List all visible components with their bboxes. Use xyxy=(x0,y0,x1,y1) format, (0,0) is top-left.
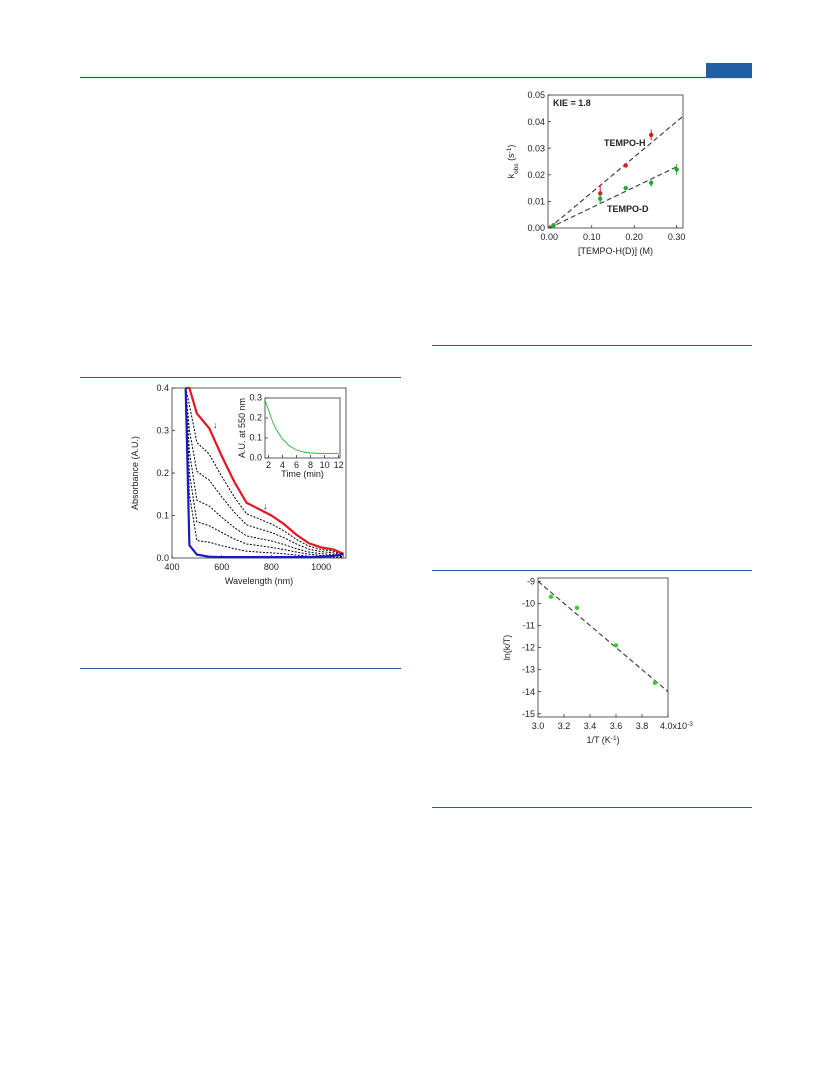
label-part: (s xyxy=(506,153,516,163)
y-tick-label: 0.3 xyxy=(156,426,169,436)
label-part: 1/T (K xyxy=(586,735,610,745)
series-label: TEMPO-D xyxy=(607,204,649,214)
x-tick-label: 3.8 xyxy=(636,721,649,731)
x-tick-label: 12 xyxy=(334,460,344,470)
x-tick-label: 600 xyxy=(214,562,229,572)
y-axis-label: A.U. at 550 nm xyxy=(237,398,247,458)
y-tick-label: 0.05 xyxy=(527,90,545,100)
data-point xyxy=(548,594,554,599)
y-tick-label: 0.04 xyxy=(527,117,545,127)
spectrum-line xyxy=(185,387,344,557)
data-point xyxy=(613,643,619,648)
x-tick-label: 0.30 xyxy=(668,232,686,242)
y-axis-label: kobs (s-1) xyxy=(506,145,520,179)
label-part: -1 xyxy=(611,735,617,742)
data-point xyxy=(648,180,654,185)
y-tick-label: 0.01 xyxy=(527,197,545,207)
fit-line xyxy=(548,115,684,229)
label-part: -1 xyxy=(506,147,513,153)
data-point xyxy=(648,132,654,138)
data-point xyxy=(598,196,603,201)
x-tick-label: 10 xyxy=(320,460,330,470)
x-tick-label: 0.00 xyxy=(541,232,559,242)
x-tick-label: 8 xyxy=(308,460,313,470)
x-axis-label: Time (min) xyxy=(281,469,324,479)
label-part: obs xyxy=(513,163,520,174)
plot-frame xyxy=(264,397,341,459)
y-tick-label: -14 xyxy=(522,687,535,697)
x-tick-label: 1000 xyxy=(311,562,331,572)
label-part: ) xyxy=(617,735,620,745)
y-tick-label: 0.0 xyxy=(156,553,169,563)
series-label: TEMPO-H xyxy=(604,138,646,148)
data-point xyxy=(623,185,628,191)
y-tick-label: 0.00 xyxy=(527,223,545,233)
x-tick-exponent: -3 xyxy=(687,721,693,728)
header-tab xyxy=(706,63,752,77)
data-point xyxy=(674,167,679,172)
fit-line xyxy=(549,166,677,229)
annotation: KIE = 1.8 xyxy=(553,98,591,108)
x-axis-label: 1/T (K-1) xyxy=(586,735,619,746)
spectrum-line xyxy=(185,387,344,558)
x-tick-label: 0.20 xyxy=(625,232,643,242)
spectrum-line xyxy=(185,387,344,556)
y-tick-label: 0.1 xyxy=(156,511,169,521)
spectrum-line xyxy=(184,387,344,559)
spectrum-line xyxy=(185,386,344,555)
x-tick-label: 3.6 xyxy=(610,721,623,731)
y-tick-label: 0.2 xyxy=(249,412,262,422)
x-axis-label: [TEMPO-H(D)] (M) xyxy=(578,246,653,256)
y-tick-label: 0.0 xyxy=(249,452,262,462)
y-tick-label: -11 xyxy=(523,621,535,631)
y-tick-label: 0.02 xyxy=(527,170,545,180)
y-tick-label: 0.2 xyxy=(156,468,169,478)
x-tick-label: 2 xyxy=(266,460,271,470)
x-tick-label: 6 xyxy=(294,460,299,470)
y-axis-label: ln(k/T) xyxy=(502,635,512,661)
x-axis-label: Wavelength (nm) xyxy=(225,576,293,586)
x-tick-label: 0.10 xyxy=(583,232,601,242)
y-tick-label: 0.03 xyxy=(527,143,545,153)
y-tick-label: -13 xyxy=(522,665,535,675)
x-tick-label: 4 xyxy=(280,460,285,470)
x-tick-label: 3.2 xyxy=(558,721,571,731)
x-tick-label: 4.0x10-3 xyxy=(660,721,693,732)
label-part: k xyxy=(506,173,516,178)
x-tick-label: 3.0 xyxy=(532,721,545,731)
spectrum-line xyxy=(264,399,339,455)
plot-frame xyxy=(547,94,684,229)
x-tick-label: 800 xyxy=(264,562,279,572)
y-tick-label: 0.4 xyxy=(156,383,169,393)
data-point xyxy=(574,605,580,610)
data-point xyxy=(551,223,556,228)
y-tick-label: -12 xyxy=(522,643,535,653)
x-tick-label: 400 xyxy=(164,562,179,572)
y-tick-label: -10 xyxy=(522,599,535,609)
spectrum-line xyxy=(185,387,344,556)
label-part: ) xyxy=(506,145,516,148)
plot-frame xyxy=(537,577,669,718)
y-tick-label: 0.1 xyxy=(249,432,262,442)
x-tick-label: 3.4 xyxy=(584,721,597,731)
y-axis-label: Absorbance (A.U.) xyxy=(130,436,140,510)
arrow: ↓ xyxy=(263,501,268,511)
y-tick-label: -15 xyxy=(522,709,535,719)
data-point xyxy=(652,680,658,686)
arrow: ↓ xyxy=(213,420,218,430)
y-tick-label: 0.3 xyxy=(249,392,262,402)
y-tick-label: -9 xyxy=(527,576,535,586)
data-point xyxy=(623,163,628,168)
fit-line xyxy=(537,580,669,693)
